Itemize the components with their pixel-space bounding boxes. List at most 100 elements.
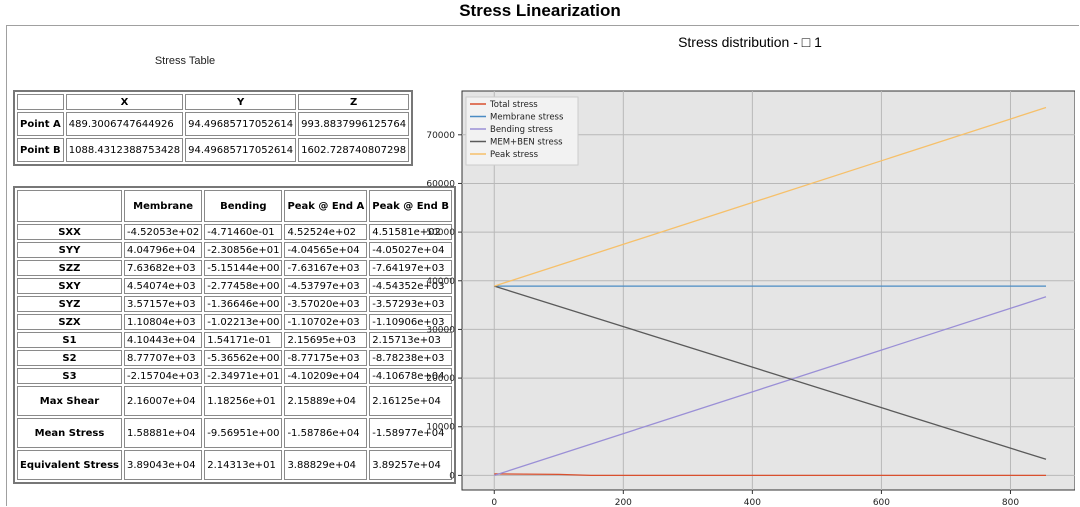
y-tick-label: 30000 xyxy=(426,325,455,335)
table-cell: -2.77458e+00 xyxy=(204,278,283,294)
x-tick-label: 600 xyxy=(873,498,890,507)
table-cell: 489.3006747644926 xyxy=(65,112,184,136)
table-cell: 1088.4312388753428 xyxy=(65,138,184,162)
points-table: X Y Z Point A 489.3006747644926 94.49685… xyxy=(13,90,414,166)
table-cell: -4.04565e+04 xyxy=(284,242,368,258)
series-line xyxy=(494,296,1047,477)
y-tick-label: 10000 xyxy=(426,423,455,433)
table-row: S1 4.10443e+04 1.54171e-01 2.15695e+03 2… xyxy=(17,332,452,348)
row-header: SZZ xyxy=(17,260,122,276)
table-cell: 3.88829e+04 xyxy=(284,450,368,480)
table-cell: -8.78238e+03 xyxy=(369,350,452,366)
row-header: S3 xyxy=(17,368,122,384)
column-header-bending: Bending xyxy=(204,190,283,222)
table-cell: 8.77707e+03 xyxy=(124,350,203,366)
table-cell: 1602.728740807298 xyxy=(298,138,410,162)
column-header-z: Z xyxy=(298,94,410,110)
row-header: Equivalent Stress xyxy=(17,450,122,480)
table-cell: -5.15144e+00 xyxy=(204,260,283,276)
table-row: SXX -4.52053e+02 -4.71460e-01 4.52524e+0… xyxy=(17,224,452,240)
column-header-x: X xyxy=(65,94,184,110)
table-row: Max Shear 2.16007e+04 1.18256e+01 2.1588… xyxy=(17,386,452,416)
legend-label: Membrane stress xyxy=(490,113,564,123)
y-tick-label: 40000 xyxy=(426,277,455,287)
row-header: S1 xyxy=(17,332,122,348)
table-row: SYZ 3.57157e+03 -1.36646e+00 -3.57020e+0… xyxy=(17,296,452,312)
page-title: Stress Linearization xyxy=(459,1,621,20)
table-row: SXY 4.54074e+03 -2.77458e+00 -4.53797e+0… xyxy=(17,278,452,294)
table-cell: 4.51581e+02 xyxy=(369,224,452,240)
legend-label: Bending stress xyxy=(490,125,553,135)
table-cell: -4.71460e-01 xyxy=(204,224,283,240)
y-tick-label: 20000 xyxy=(426,374,455,384)
table-cell: 3.57157e+03 xyxy=(124,296,203,312)
table-cell: 4.04796e+04 xyxy=(124,242,203,258)
table-row: S3 -2.15704e+03 -2.34971e+01 -4.10209e+0… xyxy=(17,368,452,384)
column-header-membrane: Membrane xyxy=(124,190,203,222)
table-cell: 4.54074e+03 xyxy=(124,278,203,294)
table-cell: -1.02213e+00 xyxy=(204,314,283,330)
table-cell: 2.16125e+04 xyxy=(369,386,452,416)
table-cell: 3.89257e+04 xyxy=(369,450,452,480)
series-line xyxy=(494,473,1046,477)
stress-table: Membrane Bending Peak @ End A Peak @ End… xyxy=(13,186,456,484)
table-cell: -2.34971e+01 xyxy=(204,368,283,384)
table-cell: 1.58881e+04 xyxy=(124,418,203,448)
y-tick-label: 0 xyxy=(449,471,455,481)
table-cell: -3.57020e+03 xyxy=(284,296,368,312)
table-cell: -4.54352e+03 xyxy=(369,278,452,294)
table-cell: -3.57293e+03 xyxy=(369,296,452,312)
y-tick-label: 70000 xyxy=(426,131,455,141)
x-tick-label: 400 xyxy=(744,498,761,507)
table-cell: -4.10209e+04 xyxy=(284,368,368,384)
legend-label: MEM+BEN stress xyxy=(490,138,563,148)
y-tick-label: 50000 xyxy=(426,228,455,238)
table-row: SYY 4.04796e+04 -2.30856e+01 -4.04565e+0… xyxy=(17,242,452,258)
table-cell: 94.49685717052614 xyxy=(185,112,297,136)
stress-line-chart: 0 200 400 600 800 0 10000 20000 30000 40000 50000 6… xyxy=(426,90,1075,507)
row-header: S2 xyxy=(17,350,122,366)
table-row: SZZ 7.63682e+03 -5.15144e+00 -7.63167e+0… xyxy=(17,260,452,276)
row-header: SYY xyxy=(17,242,122,258)
table-cell: -7.64197e+03 xyxy=(369,260,452,276)
table-cell: -1.10702e+03 xyxy=(284,314,368,330)
table-cell: -7.63167e+03 xyxy=(284,260,368,276)
table-cell: -4.53797e+03 xyxy=(284,278,368,294)
table-cell: 7.63682e+03 xyxy=(124,260,203,276)
table-cell: 1.10804e+03 xyxy=(124,314,203,330)
legend-label: Peak stress xyxy=(490,150,539,160)
x-tick-label: 0 xyxy=(491,498,497,507)
table-cell: 2.15889e+04 xyxy=(284,386,368,416)
table-cell: 2.15695e+03 xyxy=(284,332,368,348)
table-cell: -4.52053e+02 xyxy=(124,224,203,240)
table-cell: -1.58977e+04 xyxy=(369,418,452,448)
series-line xyxy=(494,106,1047,287)
table-cell: 4.10443e+04 xyxy=(124,332,203,348)
table-cell: 1.18256e+01 xyxy=(204,386,283,416)
table-cell: 3.89043e+04 xyxy=(124,450,203,480)
row-header: Max Shear xyxy=(17,386,122,416)
table-cell: 2.15713e+03 xyxy=(369,332,452,348)
column-header-peak-b: Peak @ End B xyxy=(369,190,452,222)
column-header-y: Y xyxy=(185,94,297,110)
table-cell: -9.56951e+00 xyxy=(204,418,283,448)
table-cell: -8.77175e+03 xyxy=(284,350,368,366)
chart-title: Stress distribution - □ 1 xyxy=(678,34,822,50)
table-row: S2 8.77707e+03 -5.36562e+00 -8.77175e+03… xyxy=(17,350,452,366)
table-cell: -5.36562e+00 xyxy=(204,350,283,366)
table-cell: -2.30856e+01 xyxy=(204,242,283,258)
column-header-peak-a: Peak @ End A xyxy=(284,190,368,222)
table-cell: -1.36646e+00 xyxy=(204,296,283,312)
corner-cell xyxy=(17,94,64,110)
table-cell: -1.10906e+03 xyxy=(369,314,452,330)
legend-label: Total stress xyxy=(489,100,538,110)
table-row: SZX 1.10804e+03 -1.02213e+00 -1.10702e+0… xyxy=(17,314,452,330)
row-header: Point A xyxy=(17,112,64,136)
table-cell: 2.14313e+01 xyxy=(204,450,283,480)
row-header: SXY xyxy=(17,278,122,294)
table-row: Mean Stress 1.58881e+04 -9.56951e+00 -1.… xyxy=(17,418,452,448)
row-header: SZX xyxy=(17,314,122,330)
table-caption: Stress Table xyxy=(154,55,216,67)
table-cell: 94.49685717052614 xyxy=(185,138,297,162)
table-cell: 4.52524e+02 xyxy=(284,224,368,240)
